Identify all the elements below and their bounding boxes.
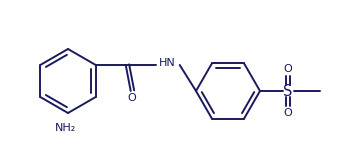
Text: NH₂: NH₂ <box>55 123 76 133</box>
Text: O: O <box>127 93 136 103</box>
Text: S: S <box>283 83 293 98</box>
Text: HN: HN <box>160 58 176 68</box>
Text: O: O <box>284 108 292 118</box>
Text: O: O <box>284 64 292 74</box>
